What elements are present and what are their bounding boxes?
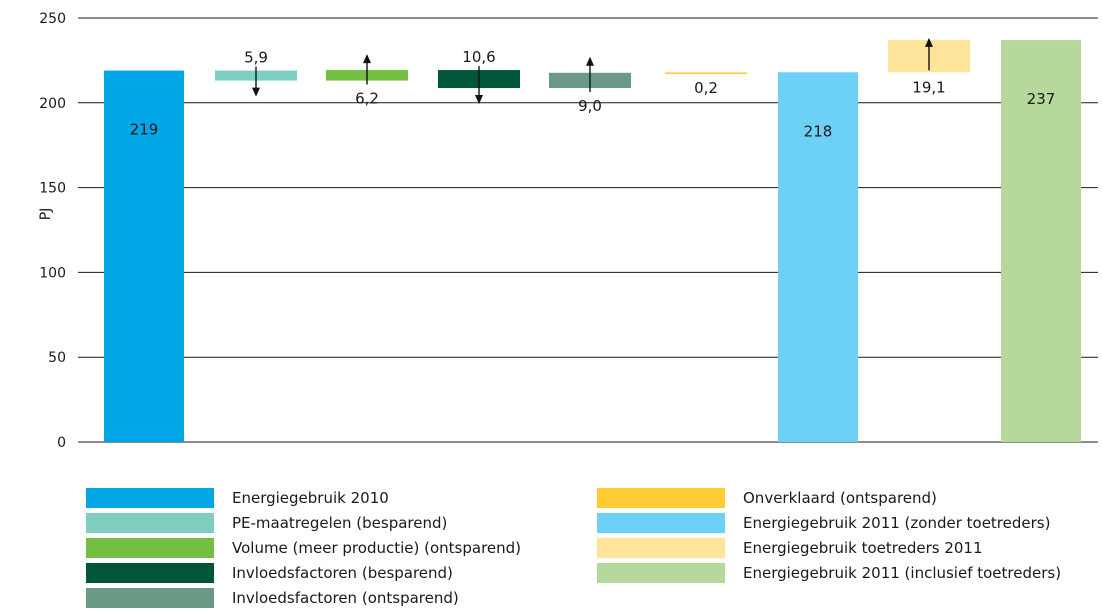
y-tick-label: 250 [39, 11, 66, 27]
arrow-up-icon [586, 56, 594, 93]
direction-arrows [252, 37, 933, 105]
data-label: 19,1 [912, 78, 945, 96]
gridlines [78, 17, 1098, 443]
y-axis-ticks: 0 50 100 150 200 250 [39, 11, 66, 451]
bar [665, 72, 747, 74]
bar [1001, 40, 1081, 442]
y-tick-label: 0 [57, 435, 66, 451]
arrow-down-icon [252, 66, 260, 97]
data-labels: 219 5,9 6,2 10,6 9,0 0,2 218 19,1 237 [130, 48, 1056, 140]
bars [104, 39, 1081, 443]
data-label: 219 [130, 121, 159, 139]
y-tick-label: 50 [48, 350, 66, 366]
y-tick-label: 150 [39, 181, 66, 197]
y-tick-label: 200 [39, 96, 66, 112]
arrow-up-icon [363, 54, 371, 85]
bar [778, 72, 858, 442]
data-label: 10,6 [462, 48, 495, 66]
data-label: 0,2 [694, 79, 718, 97]
data-label: 218 [804, 122, 833, 140]
bar [104, 70, 184, 443]
arrow-up-icon [925, 37, 933, 71]
y-tick-label: 100 [39, 265, 66, 281]
data-label: 237 [1027, 90, 1056, 108]
y-axis-label: PJ [38, 208, 54, 221]
arrow-down-icon [475, 66, 483, 105]
data-label: 6,2 [355, 90, 379, 108]
data-label: 5,9 [244, 49, 268, 67]
data-label: 9,0 [578, 97, 602, 115]
